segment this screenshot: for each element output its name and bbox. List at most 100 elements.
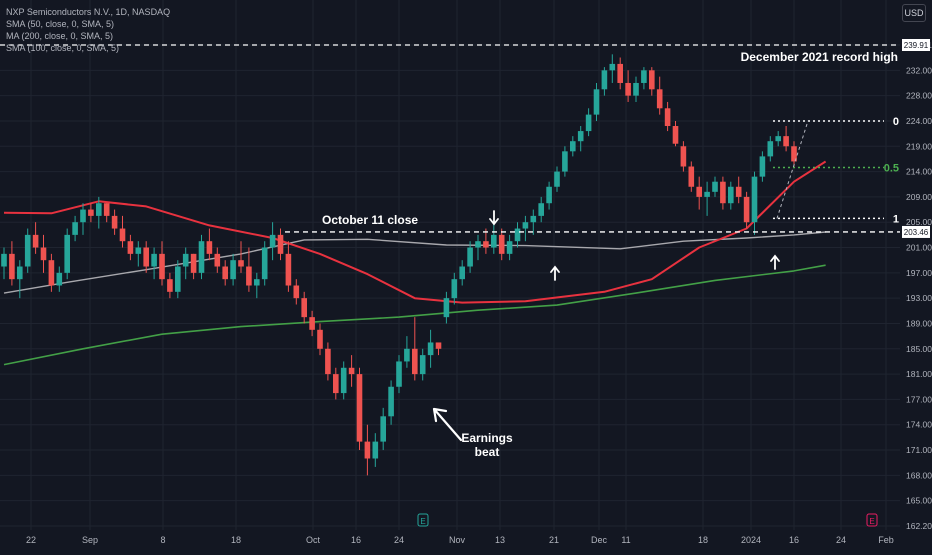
candle-body [182,253,189,267]
candle-body [775,136,781,142]
candle-body [672,126,679,144]
candle-body [111,215,118,229]
candle-body [119,228,126,242]
price-tick-label: 209.00 [906,192,932,202]
current-price-tag-text: 203.46 [904,228,929,237]
candle-body [641,70,647,83]
candle-body [190,253,197,273]
candle-body [396,361,402,387]
price-tick-label: 165.00 [906,496,932,506]
symbol-title[interactable]: NXP Semiconductors N.V., 1D, NASDAQ [6,7,171,17]
time-tick-label: 18 [698,535,708,545]
candle-body [261,247,268,280]
candle-body [467,247,473,267]
candle-body [24,234,31,267]
candle-body [285,253,292,286]
candle-body [696,186,702,197]
candle-body [404,348,410,362]
earnings-label: Earnings beat [461,431,513,459]
arrow-up-icon [550,265,560,281]
price-axis[interactable]: 239.91 232.00 228.00 224.00 219.00 214.00 209.… [902,39,932,531]
time-tick-label: 2024 [741,535,761,545]
earnings-arrow-icon [432,407,463,442]
candle-body [633,82,639,96]
candle-body [9,253,15,280]
sma50-line [3,160,827,304]
candle-body [688,166,695,187]
candle-body [791,146,797,162]
candle-body [364,441,371,459]
earnings-marker-icon [866,513,878,527]
candle-body [720,181,726,204]
candle-body [293,285,300,299]
candle-body [704,191,710,197]
candle-body [656,89,663,109]
candle-body [64,234,70,273]
candle-body [649,70,655,90]
candle-body [664,108,671,127]
candle-body [230,260,236,280]
currency-button[interactable]: USD [902,4,926,22]
candle-body [356,374,363,442]
candle-body [514,228,521,242]
candle-body [103,203,110,216]
candle-body [143,247,149,267]
candle-body [238,260,244,267]
candle-body [135,247,142,254]
time-tick-label: Dec [591,535,608,545]
candle-body [372,441,379,459]
indicator-sma100[interactable]: SMA (100, close, 0, SMA, 5) [6,43,120,53]
candle-body [735,186,742,197]
record-price-tag [902,39,930,51]
candle-body [617,63,623,83]
price-tick-label: 174.00 [906,420,932,430]
time-tick-label: 24 [836,535,846,545]
candle-body [609,63,616,71]
candle-body [254,279,260,286]
time-tick-label: 24 [394,535,404,545]
candle-body [246,266,252,286]
candle-body [348,367,355,375]
candle-body [506,241,513,254]
price-tick-label: 205.00 [906,217,932,227]
candle-body [743,196,750,223]
candle-body [317,329,323,349]
price-tick-label: 197.00 [906,268,932,278]
price-tick-label: 189.00 [906,318,932,328]
price-tick-label: 232.00 [906,65,932,75]
candle-body [96,203,102,216]
candle-body [380,416,386,442]
candle-body [412,348,418,375]
candle-body [222,266,228,280]
fib-0.5-label: 0.5 [884,163,899,175]
candle-body [783,136,789,147]
earnings-marker-icon-text: E [869,517,874,526]
current-price-tag [902,225,930,238]
candle-body [17,266,23,280]
time-tick-label: 13 [495,535,505,545]
candle-body [759,156,766,177]
indicator-ma200[interactable]: MA (200, close, 0, SMA, 5) [6,31,114,41]
october-close-label: October 11 close [322,213,418,227]
candle-body [159,253,165,280]
time-tick-label: Nov [449,535,466,545]
candle-body [530,215,537,223]
candle-body [593,89,600,115]
time-axis[interactable]: 22 Sep 8 18 Oct 16 24 Nov 13 21 Dec 11 18 2024 16 24 Feb [26,535,894,545]
candle-body [554,171,560,187]
indicator-sma50[interactable]: SMA (50, close, 0, SMA, 5) [6,19,115,29]
record-high-label: December 2021 record high [741,50,898,64]
candle-body [88,209,94,216]
candle-body [72,222,78,235]
candle-body [198,241,205,273]
candle-body [767,141,774,157]
candle-body [325,348,331,375]
earnings-marker-icon [417,513,429,527]
chart-legend: NXP Semiconductors N.V., 1D, NASDAQ SMA … [6,6,170,54]
candle-body [483,241,489,248]
candle-body [562,151,568,172]
candle-body [522,222,529,229]
